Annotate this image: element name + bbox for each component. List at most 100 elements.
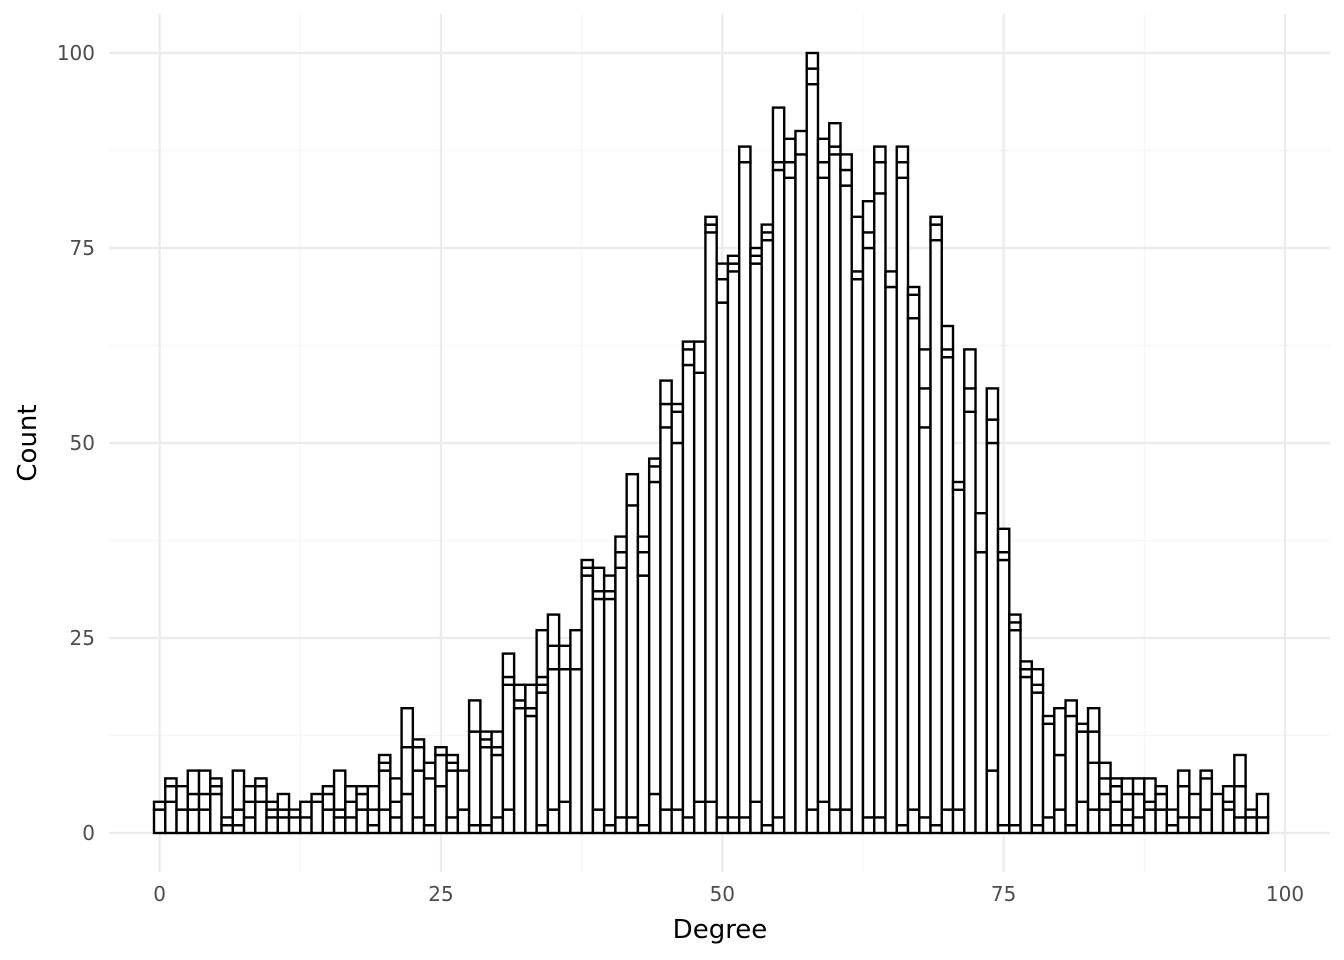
histogram-bar-segment xyxy=(512,683,527,702)
histogram-bar-segment xyxy=(242,785,257,804)
histogram-bar-segment xyxy=(411,769,426,819)
histogram-bar-segment xyxy=(276,816,291,835)
histogram-bar-segment xyxy=(1098,808,1112,835)
histogram-bar-segment xyxy=(310,800,325,835)
histogram-bar-segment xyxy=(1098,761,1112,780)
histogram-bar-segment xyxy=(805,51,820,70)
histogram-bar-segment xyxy=(254,777,268,788)
histogram-bar-segment xyxy=(996,527,1011,554)
histogram-bar-segment xyxy=(951,808,966,835)
histogram-bar-segment xyxy=(715,301,730,819)
histogram-bar-segment xyxy=(344,816,358,835)
histogram-bar-segment xyxy=(310,792,325,803)
histogram-bar-segment xyxy=(715,278,730,304)
histogram-bar-segment xyxy=(389,800,403,819)
histogram-bar-segment xyxy=(1199,769,1214,780)
histogram-bar-segment xyxy=(1233,753,1247,788)
histogram-bar-segment xyxy=(321,785,336,796)
histogram-bar-segment xyxy=(1131,792,1146,819)
histogram-bar-segment xyxy=(985,441,1000,772)
histogram-bar-segment xyxy=(816,160,831,179)
histogram-bar-segment xyxy=(906,293,921,320)
histogram-bar-segment xyxy=(636,574,651,827)
histogram-bar-segment xyxy=(1098,777,1112,796)
histogram-bar-segment xyxy=(524,683,538,710)
y-tick-label: 75 xyxy=(70,236,95,260)
histogram-bar-segment xyxy=(265,800,280,811)
histogram-bar-segment xyxy=(929,223,943,242)
histogram-bar-segment xyxy=(164,785,178,804)
histogram-bar-segment xyxy=(1086,730,1101,764)
histogram-bar-segment xyxy=(467,730,482,827)
histogram-bar-segment xyxy=(828,121,842,148)
x-axis-tick-labels: 0 25 50 75 100 xyxy=(153,882,1304,906)
histogram-bar-segment xyxy=(1098,792,1112,811)
histogram-bar-segment xyxy=(557,668,572,804)
histogram-bar-segment xyxy=(647,480,662,796)
histogram-bar-segment xyxy=(951,480,966,492)
histogram-bar-segment xyxy=(715,262,730,281)
y-tick-label: 25 xyxy=(70,626,95,650)
histogram-bar-segment xyxy=(614,551,628,570)
histogram-bar-segment xyxy=(681,816,696,835)
histogram-bar-segment xyxy=(366,785,381,811)
histogram-bar-segment xyxy=(344,785,358,804)
histogram-bar-segment xyxy=(1188,816,1202,835)
histogram-bar-segment xyxy=(681,340,696,351)
histogram-bar-segment xyxy=(670,402,685,413)
histogram-bar-segment xyxy=(625,816,640,835)
histogram-bar-segment xyxy=(445,816,460,835)
histogram-bar-segment xyxy=(906,285,921,296)
histogram-bar-segment xyxy=(175,785,189,811)
histogram-bar-segment xyxy=(861,199,876,234)
histogram-bar-segment xyxy=(366,808,381,827)
histogram-bar-segment xyxy=(546,644,561,671)
histogram-bar-segment xyxy=(1075,800,1090,835)
histogram-bar-segment xyxy=(625,473,640,507)
histogram-bar-segment xyxy=(1109,785,1124,804)
histogram-bar-segment xyxy=(647,465,662,484)
histogram-bar-segment xyxy=(591,808,606,835)
histogram-bar-segment xyxy=(850,278,865,835)
histogram-bar-segment xyxy=(614,535,628,554)
histogram-bar-segment xyxy=(873,816,887,835)
histogram-bar-segment xyxy=(963,387,977,413)
histogram-bar-segment xyxy=(1075,722,1090,733)
histogram-bar-segment xyxy=(929,215,943,226)
histogram-bar-segment xyxy=(1143,808,1157,835)
histogram-bar-segment xyxy=(569,629,583,671)
histogram-bar-segment xyxy=(940,808,955,835)
histogram-bar-segment xyxy=(501,683,516,811)
histogram-bar-segment xyxy=(175,808,189,835)
histogram-bar-segment xyxy=(647,457,662,468)
histogram-bar-segment xyxy=(794,129,808,156)
y-axis-title: Count xyxy=(13,404,43,481)
histogram-bar-segment xyxy=(895,145,910,164)
histogram-bar-segment xyxy=(974,512,988,554)
histogram-bar-segment xyxy=(1176,816,1191,835)
histogram-bar-segment xyxy=(771,168,786,819)
histogram-bar-segment xyxy=(884,285,898,835)
histogram-bar-segment xyxy=(1221,785,1236,804)
histogram-bar-segment xyxy=(839,168,853,187)
histogram-bar-segment xyxy=(771,106,786,164)
histogram-bar-segment xyxy=(1221,808,1236,835)
histogram-bar-segment xyxy=(254,800,268,835)
histogram-bar-segment xyxy=(546,613,561,647)
histogram-bar-segment xyxy=(828,153,842,811)
histogram-bar-segment xyxy=(704,800,718,835)
histogram-bar-segment xyxy=(434,785,448,835)
histogram-bar-segment xyxy=(839,808,853,835)
histogram-bar-segment xyxy=(557,800,572,835)
histogram-bar-segment xyxy=(1255,816,1270,835)
histogram-bar-segment xyxy=(231,808,246,827)
histogram-bar-segment xyxy=(479,746,493,827)
histogram-bar-segment xyxy=(625,504,640,819)
histogram-bar-segment xyxy=(861,231,876,250)
histogram-bar-segment xyxy=(681,348,696,367)
histogram-bar-segment xyxy=(411,746,426,772)
histogram-bar-segment xyxy=(602,597,617,827)
histogram-bar-segment xyxy=(726,270,741,819)
histogram-bar-segment xyxy=(805,67,820,86)
histogram-bar-segment xyxy=(1176,785,1191,819)
